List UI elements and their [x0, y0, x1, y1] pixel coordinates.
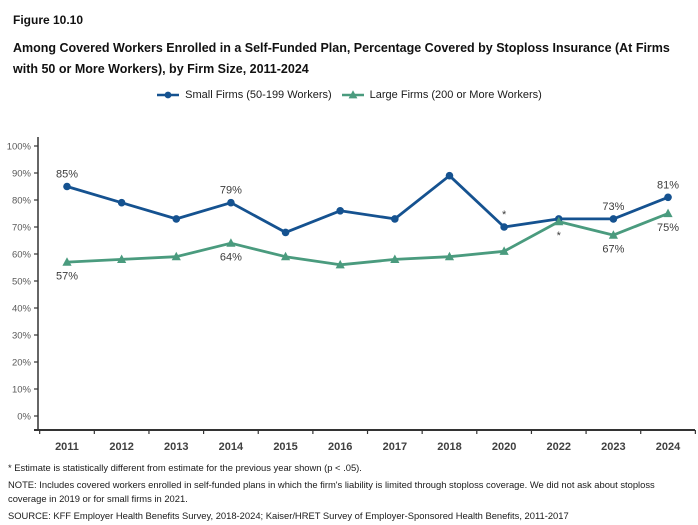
data-point-large-firms — [444, 251, 455, 261]
x-axis-tick-label: 2012 — [109, 441, 133, 453]
y-axis-tick-label: 90% — [12, 168, 32, 179]
x-axis-tick-label: 2017 — [383, 441, 407, 453]
data-point-label: * — [502, 209, 507, 221]
data-point-small-firms — [664, 193, 672, 202]
data-point-small-firms — [227, 198, 235, 207]
data-point-label: 81% — [657, 179, 679, 191]
data-point-label: 67% — [602, 244, 624, 256]
data-point-large-firms — [499, 246, 509, 255]
data-point-large-firms — [280, 251, 291, 261]
footnote-significance: * Estimate is statistically different fr… — [8, 462, 362, 473]
data-point-large-firms — [390, 254, 400, 263]
data-point-small-firms — [63, 182, 71, 191]
data-point-large-firms — [663, 208, 673, 218]
y-axis-tick-label: 80% — [12, 195, 32, 206]
y-axis-tick-label: 70% — [12, 222, 32, 233]
x-axis-tick-label: 2014 — [219, 441, 244, 453]
data-point-small-firms — [391, 215, 399, 223]
y-axis-tick-label: 100% — [7, 141, 32, 152]
x-axis-tick-label: 2015 — [273, 441, 297, 453]
figure-title: Among Covered Workers Enrolled in a Self… — [13, 41, 670, 76]
footnote-source: SOURCE: KFF Employer Health Benefits Sur… — [8, 509, 569, 521]
y-axis-tick-label: 0% — [17, 411, 31, 422]
legend-item-small-firms: Small Firms (50-199 Workers) — [156, 89, 332, 101]
data-point-label: 73% — [602, 201, 624, 213]
data-point-large-firms — [226, 238, 236, 247]
footnotes: * Estimate is statistically different fr… — [8, 461, 694, 525]
x-axis-tick-label: 2013 — [164, 441, 188, 453]
data-point-label: 85% — [56, 169, 78, 181]
line-chart-svg: 0% 10% 20% 30% 40% 50% 60% 70% 80% 90% 100% 2011 201… — [7, 137, 696, 453]
legend-label-small-firms: Small Firms (50-199 Workers) — [185, 89, 332, 101]
series-line-large-firms — [65, 212, 670, 267]
data-point-label: 57% — [56, 271, 78, 283]
data-point-small-firms — [117, 198, 126, 207]
data-point-label: 79% — [220, 185, 242, 197]
x-axis-tick-label: 2011 — [55, 441, 79, 453]
x-axis-tick-label: 2020 — [492, 441, 516, 453]
x-axis-tick-label: 2022 — [547, 441, 571, 453]
footnote-note: NOTE: Includes covered workers enrolled … — [8, 478, 655, 505]
y-axis-tick-label: 50% — [12, 276, 32, 287]
data-point-small-firms — [172, 215, 181, 223]
y-axis-tick-label: 60% — [12, 249, 32, 260]
data-point-small-firms — [281, 228, 290, 237]
series-line-small-firms — [65, 174, 670, 234]
x-axis-tick-label: 2016 — [328, 441, 352, 453]
data-point-small-firms — [336, 207, 345, 215]
figure-label: Figure 10.10 — [13, 13, 84, 27]
small-firms-line-circle-icon — [157, 91, 180, 99]
y-axis-tick-label: 10% — [12, 384, 32, 395]
data-point-large-firms — [335, 259, 345, 269]
large-firms-line-triangle-icon — [341, 90, 364, 99]
data-point-large-firms — [171, 251, 181, 261]
x-axis-tick-label: 2024 — [656, 441, 681, 453]
data-point-large-firms — [62, 257, 72, 266]
x-axis-tick-label: 2018 — [437, 441, 461, 453]
data-point-label: 75% — [657, 222, 679, 234]
legend-item-large-firms: Large Firms (200 or More Workers) — [341, 89, 542, 101]
data-point-large-firms — [608, 230, 618, 239]
line-chart: 0% 10% 20% 30% 40% 50% 60% 70% 80% 90% 100% 2011 201… — [0, 124, 698, 460]
data-point-small-firms — [500, 223, 508, 231]
data-point-label: 64% — [220, 252, 242, 264]
data-point-large-firms — [554, 216, 564, 226]
data-point-small-firms — [445, 171, 454, 180]
y-axis-tick-label: 20% — [12, 357, 32, 368]
data-point-small-firms — [609, 215, 618, 223]
x-axis-tick-label: 2023 — [601, 441, 625, 453]
legend-label-large-firms: Large Firms (200 or More Workers) — [369, 89, 542, 101]
y-axis-tick-label: 40% — [12, 303, 32, 314]
data-point-large-firms — [117, 254, 127, 263]
chart-legend: Small Firms (50-199 Workers) Large Firms… — [0, 89, 698, 101]
data-point-label: * — [557, 230, 562, 242]
y-axis-tick-label: 30% — [12, 330, 32, 341]
